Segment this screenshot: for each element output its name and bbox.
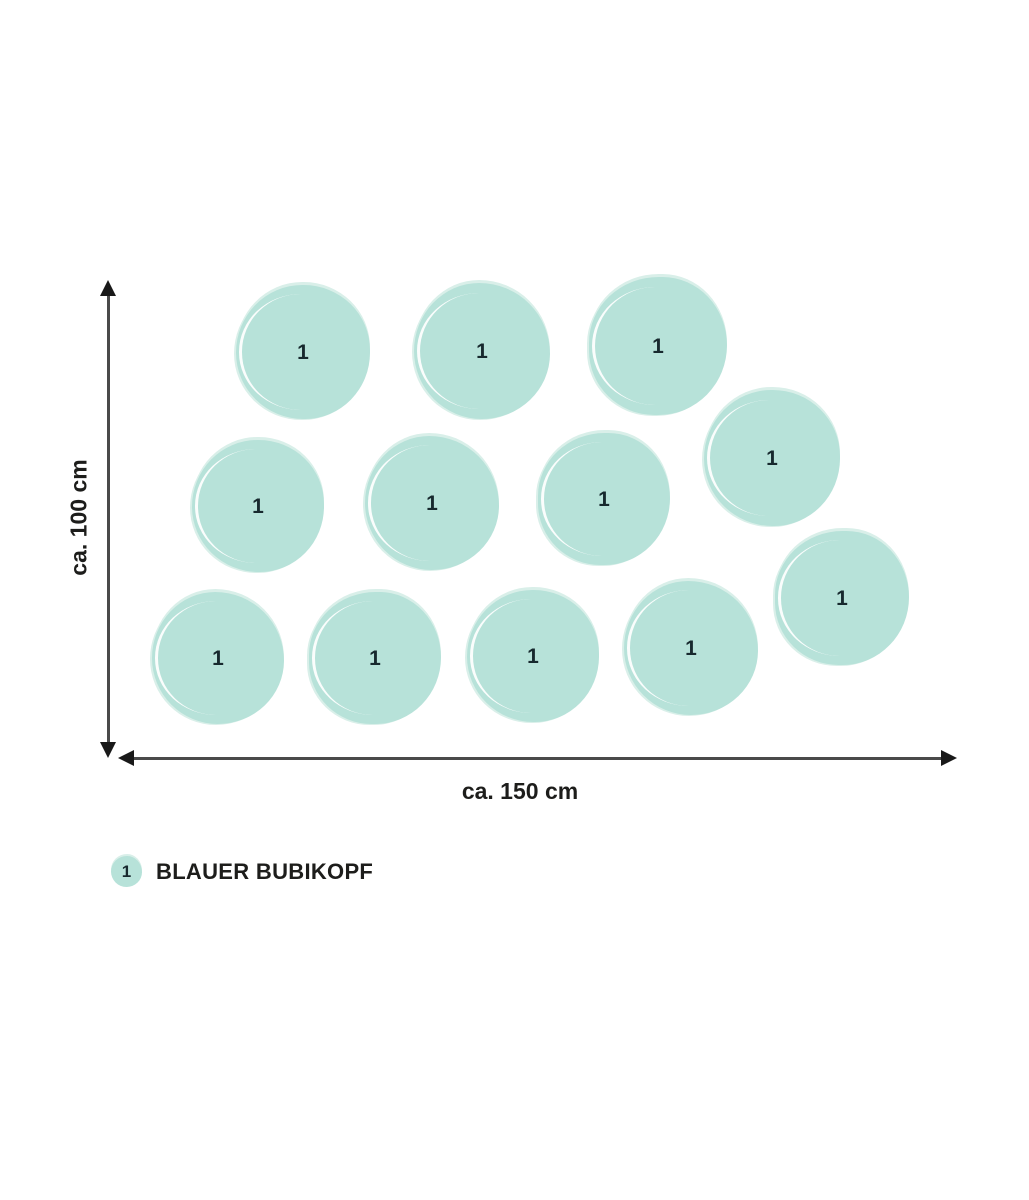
plant-circle-number: 1 [426, 491, 438, 515]
plant-circle: 1 [589, 277, 727, 415]
plant-circle: 1 [775, 531, 909, 665]
horizontal-dimension-label: ca. 150 cm [461, 778, 579, 804]
plant-circle-number: 1 [652, 334, 664, 358]
plant-circle: 1 [538, 433, 670, 565]
plant-circle-number: 1 [598, 487, 610, 511]
plant-circle-number: 1 [836, 586, 848, 610]
plant-circle: 1 [624, 581, 758, 715]
plant-circle-number: 1 [369, 646, 381, 670]
plant-circle: 1 [152, 592, 284, 724]
vertical-dimension-label: ca. 100 cm [65, 459, 92, 576]
vertical-dimension-arrow-icon [100, 280, 116, 758]
plant-circle: 1 [192, 440, 324, 572]
plant-circle-number: 1 [252, 494, 264, 518]
plant-circle-number: 1 [527, 644, 539, 668]
plant-circle: 1 [365, 436, 499, 570]
plant-circle-number: 1 [297, 340, 309, 364]
plant-circle-number: 1 [766, 446, 778, 470]
horizontal-dimension-arrow-icon [118, 750, 957, 766]
plant-circle: 1 [309, 592, 441, 724]
plant-circle-number: 1 [685, 636, 697, 660]
plant-circle: 1 [467, 590, 599, 722]
plant-circle: 1 [236, 285, 370, 419]
plant-circle-number: 1 [212, 646, 224, 670]
legend-plant-swatch-icon: 1 [111, 856, 142, 887]
plant-circle: 1 [414, 283, 550, 419]
legend-plant-label: BLAUER BUBIKOPF [156, 858, 374, 884]
legend: 1 BLAUER BUBIKOPF [111, 856, 373, 887]
plant-circle: 1 [704, 390, 840, 526]
plant-circle-number: 1 [476, 339, 488, 363]
